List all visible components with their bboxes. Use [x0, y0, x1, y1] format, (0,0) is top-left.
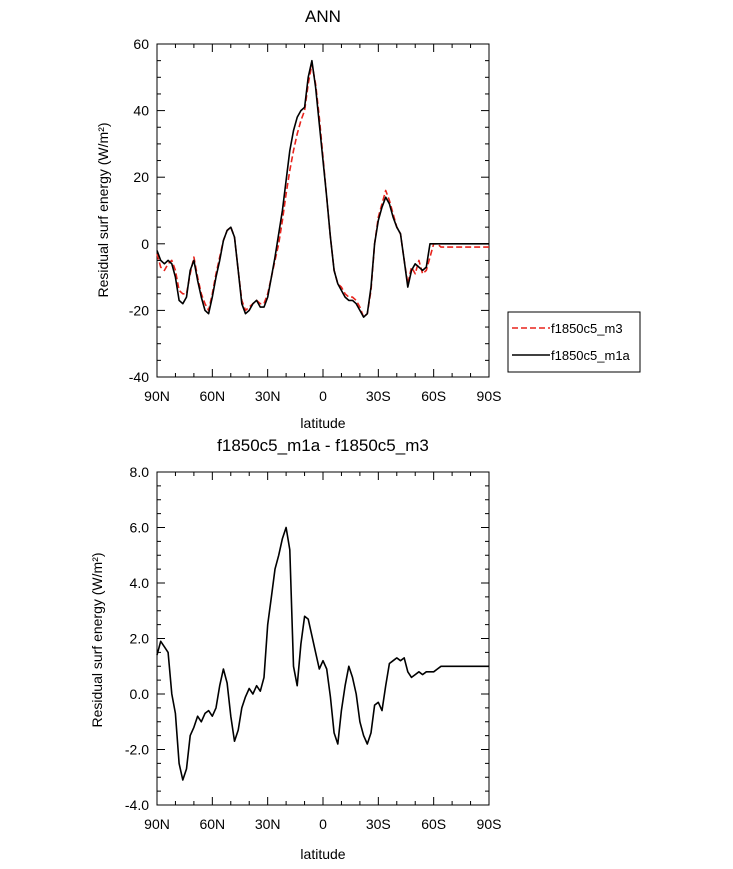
top-chart-title: ANN: [305, 7, 341, 26]
y-tick-label: 40: [133, 103, 149, 119]
bottom-x-tick-labels: 90N 60N 30N 0 30S 60S 90S: [144, 816, 501, 832]
y-tick-label: -2.0: [125, 742, 149, 758]
top-series-line-f1850c5-m3: [156, 63, 489, 318]
legend-label-f1850c5-m3: f1850c5_m3: [551, 321, 623, 336]
y-tick-label: 6.0: [130, 520, 150, 536]
bottom-plot-frame: [156, 471, 490, 806]
x-tick-label: 0: [319, 816, 327, 832]
bottom-chart-panel: f1850c5_m1a - f1850c5_m3 -4.0 -2.0 0.0 2.0 4…: [89, 436, 501, 862]
bottom-series-lines: [156, 526, 489, 781]
x-tick-label: 30S: [366, 388, 391, 404]
top-series-line-f1850c5-m1a: [156, 59, 489, 318]
top-y-axis-label: Residual surf energy (W/m²): [95, 122, 111, 297]
x-tick-label: 90N: [144, 816, 170, 832]
x-tick-label: 0: [319, 388, 327, 404]
x-tick-label: 90N: [144, 388, 170, 404]
x-tick-label: 30N: [255, 816, 281, 832]
bottom-x-axis-label: latitude: [300, 846, 345, 862]
y-tick-label: -4.0: [125, 797, 149, 813]
bottom-y-tick-labels: -4.0 -2.0 0.0 2.0 4.0 6.0 8.0: [125, 464, 149, 813]
x-tick-label: 30N: [255, 388, 281, 404]
top-x-tick-labels: 90N 60N 30N 0 30S 60S 90S: [144, 388, 501, 404]
bottom-series-line-difference: [156, 526, 489, 781]
top-chart-panel: ANN -40 -20 0 20 40 60 90N 60N 30N 0 30S 60S 90S la…: [95, 7, 501, 431]
top-plot-frame: [156, 43, 490, 378]
top-axis-ticks: [156, 43, 490, 378]
y-tick-label: 4.0: [130, 575, 150, 591]
legend-box: [507, 311, 641, 373]
y-tick-label: -40: [129, 369, 149, 385]
bottom-y-axis-label: Residual surf energy (W/m²): [89, 552, 105, 727]
x-tick-label: 90S: [477, 388, 502, 404]
top-x-axis-label: latitude: [300, 415, 345, 431]
x-tick-label: 60N: [199, 816, 225, 832]
top-chart-legend: f1850c5_m3 f1850c5_m1a: [507, 311, 641, 373]
x-tick-label: 60S: [421, 816, 446, 832]
y-tick-label: -20: [129, 302, 149, 318]
y-tick-label: 0.0: [130, 686, 150, 702]
legend-label-f1850c5-m1a: f1850c5_m1a: [551, 348, 631, 363]
y-tick-label: 2.0: [130, 631, 150, 647]
x-tick-label: 30S: [366, 816, 391, 832]
x-tick-label: 60N: [199, 388, 225, 404]
bottom-axis-ticks: [156, 471, 490, 806]
top-y-tick-labels: -40 -20 0 20 40 60: [129, 36, 149, 385]
bottom-chart-title: f1850c5_m1a - f1850c5_m3: [217, 436, 429, 455]
y-tick-label: 0: [141, 236, 149, 252]
x-tick-label: 90S: [477, 816, 502, 832]
y-tick-label: 20: [133, 169, 149, 185]
top-series-lines: [156, 59, 489, 318]
x-tick-label: 60S: [421, 388, 446, 404]
y-tick-label: 60: [133, 36, 149, 52]
y-tick-label: 8.0: [130, 464, 150, 480]
